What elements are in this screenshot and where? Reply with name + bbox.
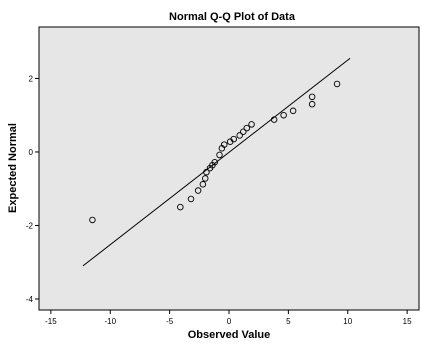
y-tick-label: -4 bbox=[26, 295, 34, 304]
data-point bbox=[194, 187, 202, 194]
y-tick-label: 2 bbox=[29, 74, 34, 83]
data-point bbox=[239, 128, 247, 135]
x-tick-label: 5 bbox=[286, 317, 291, 326]
data-point bbox=[308, 93, 316, 101]
x-axis-label: Observed Value bbox=[188, 329, 271, 340]
data-point bbox=[289, 107, 297, 115]
plot-area bbox=[38, 26, 420, 311]
x-tick-label: -10 bbox=[104, 317, 116, 326]
data-point bbox=[308, 100, 316, 108]
data-point bbox=[203, 168, 210, 176]
x-tick-label: -5 bbox=[166, 317, 174, 326]
data-point bbox=[248, 121, 255, 128]
data-point bbox=[220, 141, 228, 148]
data-point bbox=[187, 195, 195, 203]
data-point bbox=[230, 135, 237, 143]
reference-line-layer bbox=[82, 57, 351, 267]
data-point bbox=[270, 116, 278, 123]
data-point bbox=[89, 216, 96, 224]
data-point bbox=[280, 111, 287, 119]
data-point bbox=[201, 175, 209, 182]
data-point bbox=[211, 159, 218, 166]
data-point bbox=[333, 80, 341, 88]
y-tick-label: 0 bbox=[29, 148, 34, 157]
data-point bbox=[243, 124, 251, 132]
x-tick-label: 15 bbox=[403, 317, 412, 326]
x-tick-label: 10 bbox=[343, 317, 352, 326]
y-axis-label: Expected Normal bbox=[7, 123, 19, 213]
x-axis-ticks: -15 -10 -5 0 5 10 15 bbox=[45, 310, 412, 326]
x-tick-label: 0 bbox=[227, 317, 232, 326]
y-axis-ticks: 2 0 -2 -4 bbox=[26, 74, 39, 304]
y-tick-label: -2 bbox=[26, 221, 34, 230]
data-point bbox=[236, 132, 243, 139]
data-point bbox=[199, 181, 207, 188]
reference-line bbox=[82, 57, 351, 267]
chart-title: Normal Q-Q Plot of Data bbox=[169, 11, 296, 23]
x-tick-label: -15 bbox=[45, 317, 57, 326]
data-point bbox=[216, 151, 223, 159]
data-point bbox=[177, 203, 184, 211]
data-points bbox=[89, 80, 341, 224]
